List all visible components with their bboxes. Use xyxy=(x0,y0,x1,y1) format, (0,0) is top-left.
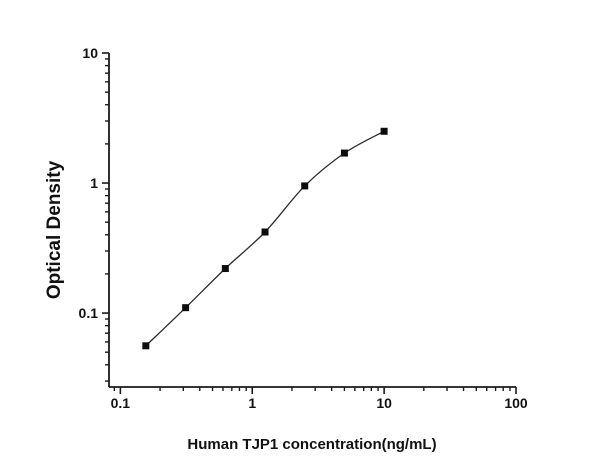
fit-curve xyxy=(145,130,385,347)
data-point-marker xyxy=(221,265,229,273)
plot-area: 0.1 1 10 100 0.1 1 10 xyxy=(79,45,528,411)
data-point-marker xyxy=(142,342,150,350)
y-tick-label: 10 xyxy=(82,45,98,61)
y-tick-label: 0.1 xyxy=(79,305,99,321)
x-tick-label: 0.1 xyxy=(111,395,131,411)
data-point-marker xyxy=(301,182,309,190)
x-tick-label: 10 xyxy=(376,395,392,411)
data-point-marker xyxy=(182,304,190,312)
x-axis-title: Human TJP1 concentration(ng/mL) xyxy=(187,436,436,453)
x-tick-label: 1 xyxy=(248,395,256,411)
data-point-marker xyxy=(340,149,348,157)
y-axis-title: Optical Density xyxy=(44,160,65,299)
y-tick-label: 1 xyxy=(90,175,98,191)
data-point-marker xyxy=(380,127,388,135)
x-tick-label: 100 xyxy=(504,395,528,411)
data-point-marker xyxy=(261,228,269,236)
